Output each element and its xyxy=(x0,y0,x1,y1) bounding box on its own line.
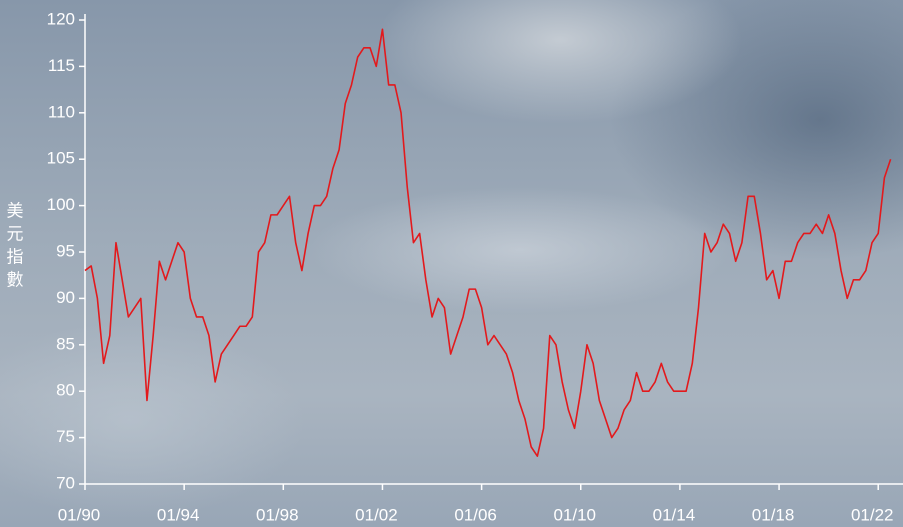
x-tick-label: 01/90 xyxy=(58,505,101,524)
x-tick-label: 01/98 xyxy=(256,505,299,524)
y-axis-label: 指 xyxy=(7,247,24,266)
y-tick-label: 90 xyxy=(56,288,75,307)
x-tick-label: 01/22 xyxy=(851,505,894,524)
y-tick-label: 95 xyxy=(56,241,75,260)
x-tick-label: 01/94 xyxy=(157,505,200,524)
y-tick-label: 100 xyxy=(47,195,75,214)
y-axis-label: 美 xyxy=(7,201,24,220)
y-tick-label: 80 xyxy=(56,381,75,400)
y-axis-label: 元 xyxy=(7,224,24,243)
x-tick-label: 01/02 xyxy=(355,505,398,524)
y-tick-label: 85 xyxy=(56,334,75,353)
y-axis-label: 數 xyxy=(7,270,24,289)
y-tick-label: 110 xyxy=(48,102,75,121)
y-tick-label: 105 xyxy=(47,149,75,168)
y-tick-label: 70 xyxy=(56,473,75,492)
x-tick-label: 01/18 xyxy=(752,505,795,524)
y-tick-label: 115 xyxy=(48,56,75,75)
x-tick-label: 01/10 xyxy=(553,505,596,524)
y-tick-label: 120 xyxy=(47,9,75,28)
y-tick-label: 75 xyxy=(56,427,75,446)
x-tick-label: 01/14 xyxy=(653,505,696,524)
x-tick-label: 01/06 xyxy=(454,505,497,524)
line xyxy=(84,28,892,457)
